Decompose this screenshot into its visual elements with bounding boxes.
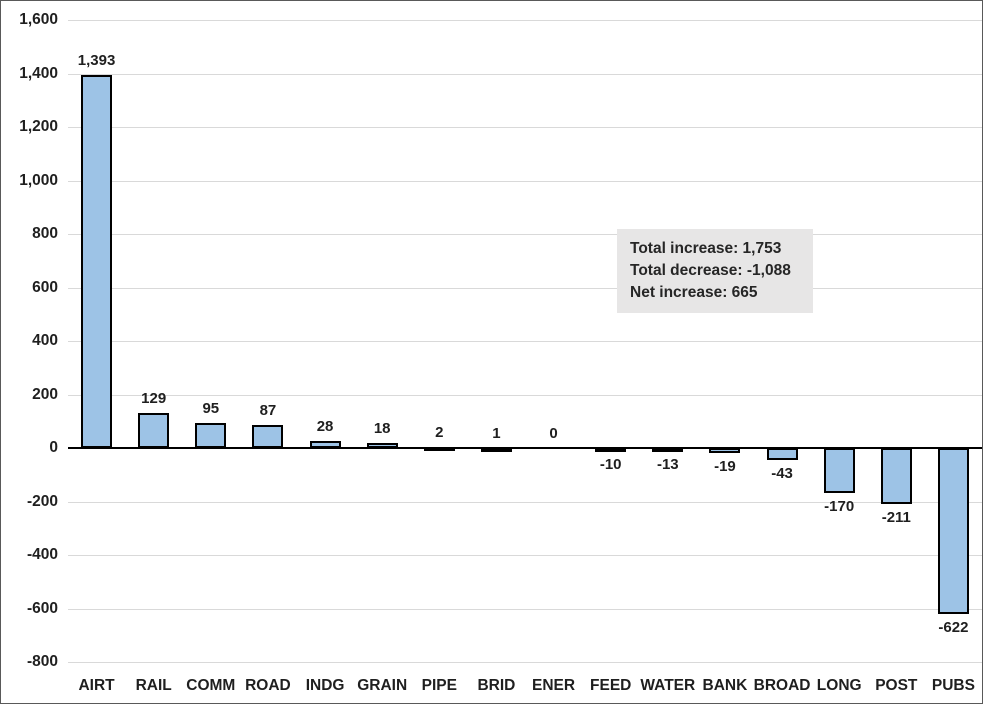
y-gridline [68, 234, 982, 235]
y-gridline [68, 555, 982, 556]
y-axis-tick-label: 1,600 [19, 11, 58, 28]
x-axis-label-ener: ENER [532, 677, 576, 694]
x-axis-label-indg: INDG [305, 677, 345, 694]
totals-annotation-box: Total increase: 1,753 Total decrease: -1… [617, 229, 813, 313]
bar-value-label-broad: -43 [771, 464, 793, 482]
x-axis-label-pubs: PUBS [931, 677, 975, 694]
annotation-line-net-increase: Net increase: 665 [630, 284, 758, 301]
bar-value-label-water: -13 [656, 456, 679, 474]
bar-value-label-comm: 95 [202, 399, 220, 417]
bar-value-label-airt: 1,393 [77, 52, 116, 70]
bar-value-label-feed: -10 [599, 455, 622, 473]
x-axis-line [68, 447, 982, 449]
y-gridline [68, 180, 982, 182]
x-axis-label-pipe: PIPE [421, 677, 457, 694]
bar-comm [195, 422, 227, 448]
bar-airt [81, 75, 113, 448]
bar-value-label-indg: 28 [316, 417, 334, 435]
x-axis-label-broad: BROAD [753, 677, 811, 694]
y-axis-tick-label: -200 [26, 492, 58, 510]
y-axis-tick-label: 1,000 [19, 171, 58, 189]
bar-bank [709, 448, 741, 454]
y-gridline [68, 287, 982, 289]
bar-value-label-grain: 18 [373, 420, 391, 438]
x-axis-label-rail: RAIL [135, 677, 172, 694]
bar-road [252, 424, 284, 448]
bar-value-label-brid: 1 [492, 424, 501, 442]
bar-post [880, 448, 912, 505]
bar-indg [309, 440, 341, 448]
x-axis-label-grain: GRAIN [357, 677, 408, 694]
y-axis-tick-label: 800 [32, 225, 58, 242]
annotation-line-total-decrease: Total decrease: -1,088 [630, 262, 791, 279]
x-axis-label-post: POST [875, 677, 918, 694]
bar-value-label-ener: 0 [549, 425, 558, 442]
x-axis-label-water: WATER [640, 677, 696, 694]
y-axis-tick-label: 1,400 [19, 64, 58, 82]
bar-feed [595, 448, 627, 452]
y-axis-tick-label: 600 [32, 278, 58, 296]
y-gridline [68, 127, 982, 128]
x-axis-label-bank: BANK [702, 677, 748, 694]
y-axis-tick-label: 0 [49, 439, 58, 456]
y-gridline [68, 341, 982, 342]
bar-value-label-pubs: -622 [938, 619, 969, 637]
bar-rail [138, 413, 170, 448]
y-gridline [68, 608, 982, 610]
y-axis-tick-label: -800 [26, 653, 58, 670]
y-gridline [68, 662, 982, 663]
bar-value-label-long: -170 [824, 498, 855, 516]
y-gridline [68, 501, 982, 503]
y-gridline [68, 73, 982, 75]
annotation-line-total-increase: Total increase: 1,753 [630, 240, 782, 257]
bar-broad [766, 448, 798, 460]
y-axis-tick-label: -600 [26, 599, 58, 617]
bar-value-label-road: 87 [259, 401, 277, 419]
bar-brid [480, 447, 512, 452]
x-axis-label-feed: FEED [590, 677, 632, 694]
bar-value-label-post: -211 [881, 509, 911, 527]
x-axis-label-comm: COMM [186, 677, 236, 694]
bar-value-label-pipe: 2 [435, 424, 444, 442]
bar-value-label-bank: -19 [714, 458, 736, 476]
y-gridline [68, 394, 982, 396]
x-axis-label-brid: BRID [477, 677, 516, 694]
bar-pubs [937, 448, 969, 615]
y-axis-tick-label: 400 [32, 332, 58, 349]
y-axis-tick-label: 200 [32, 385, 58, 403]
bar-grain [366, 443, 398, 448]
x-axis-label-airt: AIRT [78, 677, 115, 694]
y-gridline [68, 20, 982, 21]
bar-pipe [423, 447, 455, 452]
y-axis-tick-label: 1,200 [19, 118, 58, 135]
bar-value-label-rail: 129 [141, 390, 167, 408]
bar-water [652, 448, 684, 452]
y-axis-tick-label: -400 [26, 546, 58, 563]
x-axis-label-long: LONG [816, 677, 862, 694]
bar-long [823, 448, 855, 494]
x-axis-label-road: ROAD [245, 677, 291, 694]
